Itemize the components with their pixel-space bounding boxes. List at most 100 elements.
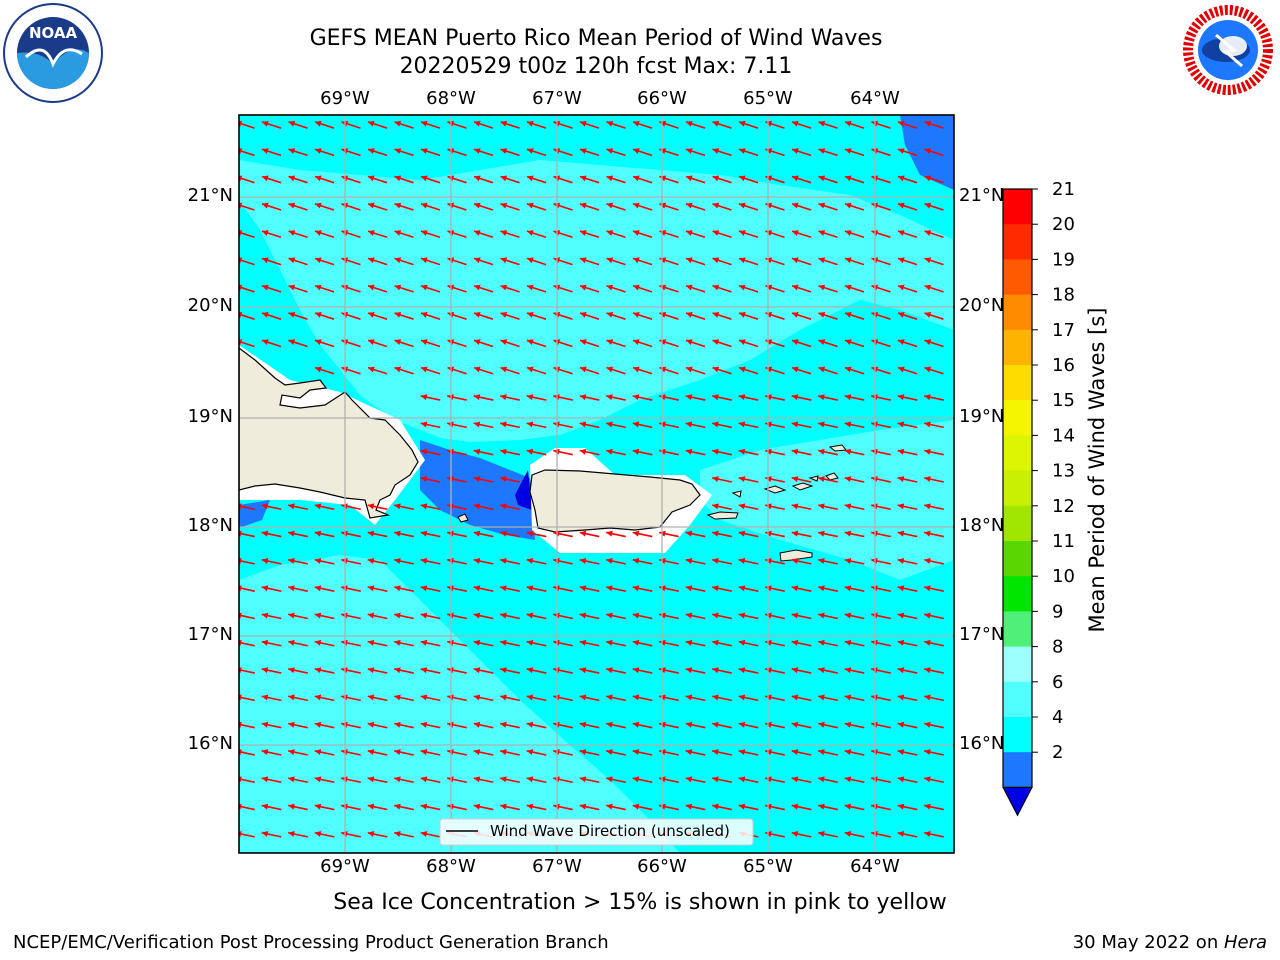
wave-direction-arrowhead	[632, 530, 640, 537]
wave-direction-arrowhead	[844, 503, 852, 510]
wave-direction-arrowhead	[579, 667, 587, 674]
wave-direction-arrowhead	[844, 721, 852, 728]
wave-direction-arrowhead	[288, 284, 296, 291]
wave-direction-arrowhead	[632, 394, 640, 401]
wave-direction-arrowhead	[367, 257, 375, 264]
wave-direction-arrowhead	[738, 257, 746, 264]
wave-direction-arrowhead	[818, 558, 825, 564]
wave-direction-arrowhead	[314, 639, 322, 646]
wave-direction-arrowhead	[394, 257, 402, 264]
wave-direction-arrowhead	[288, 639, 295, 646]
wave-direction-arrowhead	[897, 476, 905, 483]
wave-direction-arrowhead	[632, 257, 640, 264]
wave-direction-arrowhead	[526, 394, 534, 401]
wave-direction-arrowhead	[606, 202, 614, 209]
wave-direction-arrowhead	[261, 721, 269, 728]
wave-direction-arrowhead	[526, 366, 534, 373]
wave-direction-arrowhead	[712, 667, 719, 674]
wave-direction-arrowhead	[844, 667, 852, 674]
wave-direction-arrowhead	[924, 558, 931, 564]
wave-direction-arrowhead	[924, 667, 931, 674]
wave-direction-arrowhead	[314, 612, 322, 619]
wave-direction-arrowhead	[367, 694, 375, 701]
wave-direction-arrowhead	[288, 694, 295, 701]
wave-direction-arrowhead	[659, 202, 667, 209]
wave-direction-arrowhead	[314, 503, 322, 510]
wave-direction-arrowhead	[791, 476, 799, 483]
wave-direction-arrowhead	[765, 312, 773, 318]
wave-direction-arrowhead	[579, 803, 587, 810]
wave-direction-arrowhead	[765, 175, 773, 182]
wave-direction-arrowhead	[420, 448, 428, 455]
wave-direction-arrowhead	[420, 284, 428, 291]
wave-direction-arrowhead	[818, 530, 825, 537]
longitude-tick-label-top: 66°W	[637, 88, 687, 109]
wave-direction-arrowhead	[632, 202, 640, 209]
colorbar-bin	[1003, 400, 1032, 436]
wave-direction-arrowhead	[738, 558, 746, 564]
wave-direction-arrowhead	[685, 585, 693, 592]
wave-direction-arrowhead	[367, 639, 375, 646]
wave-direction-arrow	[239, 176, 255, 184]
colorbar-bin	[1003, 752, 1032, 788]
wave-direction-arrowhead	[897, 175, 905, 182]
wave-direction-arrowhead	[897, 202, 905, 209]
wave-direction-arrowhead	[288, 503, 295, 510]
colorbar-tick-label: 14	[1052, 425, 1075, 446]
wave-direction-arrowhead	[314, 312, 322, 318]
wave-direction-arrowhead	[765, 148, 773, 154]
wave-direction-arrowhead	[791, 803, 799, 810]
wave-direction-arrow	[239, 750, 255, 756]
wave-direction-arrowhead	[685, 312, 693, 318]
colorbar-bin	[1003, 505, 1032, 542]
colorbar-label: Mean Period of Wind Waves [s]	[1085, 307, 1109, 633]
wave-direction-arrowhead	[897, 230, 905, 236]
wave-direction-arrowhead	[579, 421, 587, 428]
wave-direction-arrowhead	[924, 585, 931, 592]
wave-direction-arrowhead	[712, 120, 720, 127]
wave-direction-arrowhead	[261, 530, 269, 537]
wave-direction-arrowhead	[526, 530, 534, 537]
wave-direction-arrowhead	[818, 694, 825, 701]
wave-direction-arrowhead	[420, 612, 428, 619]
wave-direction-arrowhead	[897, 448, 905, 455]
wave-direction-arrowhead	[500, 612, 507, 619]
wave-direction-arrowhead	[791, 776, 799, 783]
wave-direction-arrowhead	[897, 585, 905, 592]
wave-direction-arrowhead	[712, 230, 720, 236]
colorbar-bin	[1003, 717, 1032, 753]
wave-direction-arrowhead	[288, 558, 295, 564]
wave-direction-arrowhead	[314, 694, 322, 701]
wave-direction-arrowhead	[632, 667, 640, 674]
wave-direction-arrowhead	[288, 667, 295, 674]
wave-direction-arrowhead	[924, 230, 932, 236]
wave-direction-arrowhead	[844, 202, 852, 209]
wave-direction-arrowhead	[420, 831, 428, 837]
colorbar-bin	[1003, 294, 1032, 331]
wave-direction-arrowhead	[314, 585, 322, 592]
wave-direction-arrowhead	[288, 312, 296, 318]
wave-direction-arrowhead	[526, 339, 534, 346]
wave-direction-arrow	[239, 122, 255, 129]
wave-direction-arrowhead	[818, 721, 825, 728]
wave-direction-arrowhead	[818, 366, 826, 373]
wave-direction-arrowhead	[473, 639, 481, 646]
longitude-tick-label-top: 65°W	[743, 88, 793, 109]
wave-direction-arrowhead	[818, 421, 825, 428]
wave-direction-arrowhead	[844, 120, 852, 127]
wave-direction-arrowhead	[314, 776, 322, 783]
wave-direction-arrowhead	[685, 749, 693, 756]
wave-direction-arrowhead	[897, 312, 905, 318]
wave-direction-arrowhead	[606, 776, 613, 783]
mona-island	[457, 513, 469, 523]
wave-direction-arrowhead	[579, 366, 587, 373]
wave-direction-arrowhead	[844, 558, 852, 564]
wave-direction-arrowhead	[420, 503, 428, 510]
wave-direction-arrowhead	[924, 612, 931, 619]
wave-direction-arrowhead	[685, 202, 693, 209]
wave-direction-arrowhead	[367, 366, 375, 373]
wave-direction-arrowhead	[685, 339, 693, 346]
wave-direction-arrowhead	[765, 339, 773, 346]
wave-direction-arrowhead	[261, 803, 269, 810]
